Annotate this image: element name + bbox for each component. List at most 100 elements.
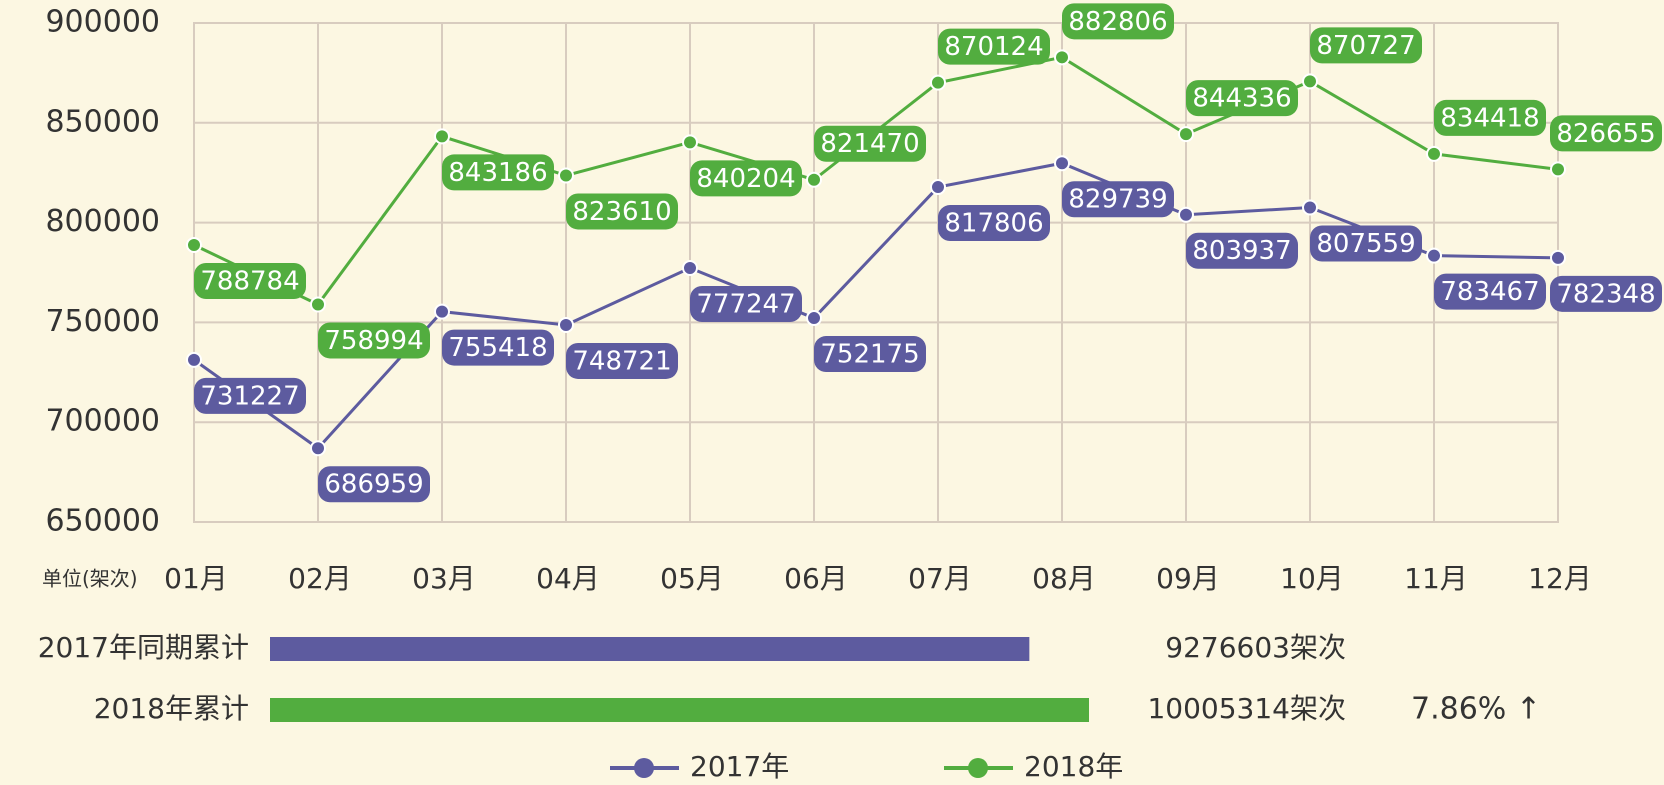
x-tick-label: 02月 xyxy=(288,562,352,595)
data-point xyxy=(806,171,822,188)
data-label-box xyxy=(1062,181,1174,218)
data-label-box xyxy=(194,262,306,299)
data-label: 870727 xyxy=(1316,31,1415,61)
data-label: 782348 xyxy=(1556,279,1655,309)
y-tick-label: 700000 xyxy=(45,404,160,439)
summary-value-label: 10005314架次 xyxy=(1147,692,1346,725)
series-line xyxy=(193,55,1559,307)
x-tick-label: 03月 xyxy=(412,562,476,595)
x-tick-label: 11月 xyxy=(1404,562,1468,595)
legend-label: 2017年 xyxy=(690,750,789,783)
data-label: 823610 xyxy=(572,197,671,227)
data-label: 826655 xyxy=(1556,119,1655,149)
data-point xyxy=(930,74,946,91)
data-point xyxy=(1426,145,1442,162)
summary-label: 2017年同期累计 xyxy=(38,631,249,664)
data-label-box xyxy=(318,322,430,359)
x-tick-label: 05月 xyxy=(660,562,724,595)
x-tick-label: 06月 xyxy=(784,562,848,595)
data-label-box xyxy=(1186,80,1298,117)
x-tick-label: 01月 xyxy=(164,562,228,595)
data-label-box xyxy=(1550,115,1662,152)
x-tick-label: 04月 xyxy=(536,562,600,595)
data-label: 783467 xyxy=(1440,277,1539,307)
y-tick-label: 900000 xyxy=(45,5,160,40)
y-tick-label: 650000 xyxy=(45,504,160,539)
data-label: 843186 xyxy=(448,158,547,188)
data-point xyxy=(806,310,822,327)
legend-label: 2018年 xyxy=(1024,750,1123,783)
data-label: 788784 xyxy=(200,266,299,296)
data-label-box xyxy=(690,286,802,323)
data-label: 748721 xyxy=(572,346,671,376)
x-tick-label: 12月 xyxy=(1528,562,1592,595)
data-point xyxy=(1550,249,1566,266)
legend-marker xyxy=(634,758,654,778)
data-label: 758994 xyxy=(324,326,423,356)
x-tick-label: 10月 xyxy=(1280,562,1344,595)
data-label-box xyxy=(1434,273,1546,310)
data-point xyxy=(1302,73,1318,90)
data-point xyxy=(558,316,574,333)
x-tick-label: 07月 xyxy=(908,562,972,595)
y-tick-label: 850000 xyxy=(45,104,160,139)
data-point xyxy=(930,179,946,196)
data-label-box xyxy=(1062,3,1174,40)
data-label: 807559 xyxy=(1316,229,1415,259)
data-point xyxy=(310,440,326,457)
data-label-box xyxy=(566,193,678,230)
data-point xyxy=(682,134,698,151)
data-point xyxy=(1178,206,1194,223)
data-label-box xyxy=(1434,99,1546,136)
data-label-box xyxy=(814,336,926,373)
data-point xyxy=(682,260,698,277)
data-label: 829739 xyxy=(1068,185,1167,215)
data-point xyxy=(434,303,450,320)
data-label-box xyxy=(814,125,926,162)
y-tick-label: 750000 xyxy=(45,304,160,339)
data-label: 777247 xyxy=(696,290,795,320)
data-label: 817806 xyxy=(944,209,1043,239)
data-label: 844336 xyxy=(1192,84,1291,114)
data-label: 686959 xyxy=(324,470,423,500)
series-line xyxy=(193,161,1559,451)
data-point xyxy=(1054,49,1070,66)
data-label-box xyxy=(1550,275,1662,312)
y-tick-label: 800000 xyxy=(45,204,160,239)
legend-marker xyxy=(968,758,988,778)
summary-bar xyxy=(270,698,1089,722)
data-point xyxy=(1550,161,1566,178)
data-point xyxy=(1426,247,1442,264)
data-point xyxy=(1302,199,1318,216)
data-label: 840204 xyxy=(696,164,795,194)
data-label-box xyxy=(690,160,802,197)
data-point xyxy=(1178,126,1194,143)
growth-label: 7.86% ↑ xyxy=(1411,692,1541,727)
data-point xyxy=(186,351,202,368)
data-label: 752175 xyxy=(820,340,919,370)
data-label: 834418 xyxy=(1440,103,1539,133)
data-label: 882806 xyxy=(1068,7,1167,37)
data-label-box xyxy=(194,377,306,414)
data-label: 803937 xyxy=(1192,236,1291,266)
data-label: 755418 xyxy=(448,333,547,363)
data-point xyxy=(310,296,326,313)
summary-value-label: 9276603架次 xyxy=(1165,631,1346,664)
data-point xyxy=(434,128,450,145)
data-label-box xyxy=(1310,225,1422,262)
data-label-box xyxy=(938,28,1050,65)
summary-bar xyxy=(270,637,1030,661)
data-label-box xyxy=(1310,27,1422,64)
data-label-box xyxy=(318,466,430,503)
data-label-box xyxy=(938,205,1050,242)
data-label: 870124 xyxy=(944,32,1043,62)
plot-area xyxy=(193,22,1559,523)
summary-label: 2018年累计 xyxy=(94,692,249,725)
data-point xyxy=(558,167,574,184)
data-label: 731227 xyxy=(200,381,299,411)
data-point xyxy=(186,236,202,253)
unit-label: 单位(架次) xyxy=(42,567,138,591)
data-label-box xyxy=(566,342,678,379)
data-label-box xyxy=(442,154,554,191)
